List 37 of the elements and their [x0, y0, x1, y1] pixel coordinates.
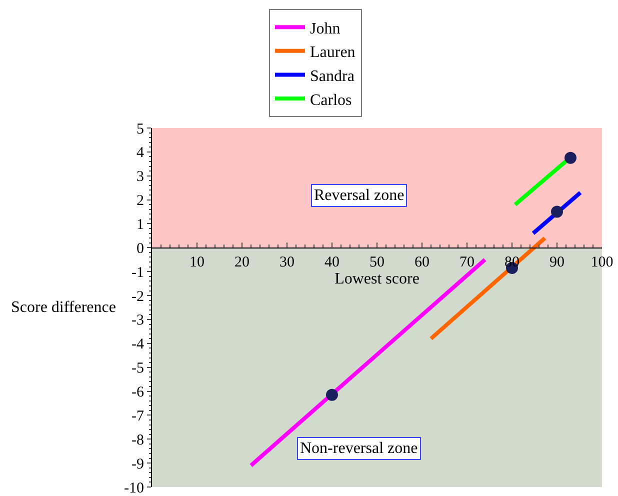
y-tick-label: -2	[132, 288, 144, 305]
x-tick-label: 80	[504, 254, 520, 271]
point	[564, 152, 576, 164]
y-tick-label: -4	[132, 336, 144, 353]
x-tick-label: 20	[234, 254, 250, 271]
x-tick-label: 100	[590, 254, 614, 271]
y-tick-label: -1	[132, 264, 144, 281]
x-tick-label: 30	[280, 254, 294, 271]
y-tick-label: -10	[124, 480, 144, 496]
y-tick-label: 0	[136, 240, 144, 257]
x-axis-title: Lowest score	[334, 270, 420, 288]
point	[551, 206, 563, 218]
y-tick-label: -7	[132, 408, 144, 424]
y-tick-label: -9	[132, 456, 144, 472]
legend-label: Carlos	[310, 92, 352, 109]
legend-label: Lauren	[310, 44, 356, 62]
x-tick-label: 10	[190, 254, 204, 271]
y-tick-label: 4	[136, 145, 144, 162]
y-tick-label: -3	[132, 312, 144, 329]
y-tick-label: -6	[132, 384, 144, 401]
y-tick-label: -5	[132, 360, 144, 377]
band-label: Non-reversal zone	[300, 440, 418, 457]
legend-label: John	[310, 20, 340, 38]
x-tick-label: 70	[460, 254, 474, 271]
x-tick-label: 40	[324, 254, 340, 271]
y-tick-label: 1	[136, 216, 144, 233]
band-label: Reversal zone	[314, 187, 404, 204]
y-tick-label: -8	[132, 432, 144, 448]
y-tick-label: 5	[136, 121, 144, 138]
x-tick-label: 60	[414, 254, 430, 271]
y-tick-label: 2	[136, 193, 144, 210]
y-axis-title: Score difference	[11, 299, 116, 316]
x-tick-label: 50	[370, 254, 384, 271]
x-tick-label: 90	[550, 254, 564, 271]
legend-label: Sandra	[310, 68, 354, 85]
y-tick-label: 3	[136, 169, 144, 186]
point	[326, 388, 338, 401]
